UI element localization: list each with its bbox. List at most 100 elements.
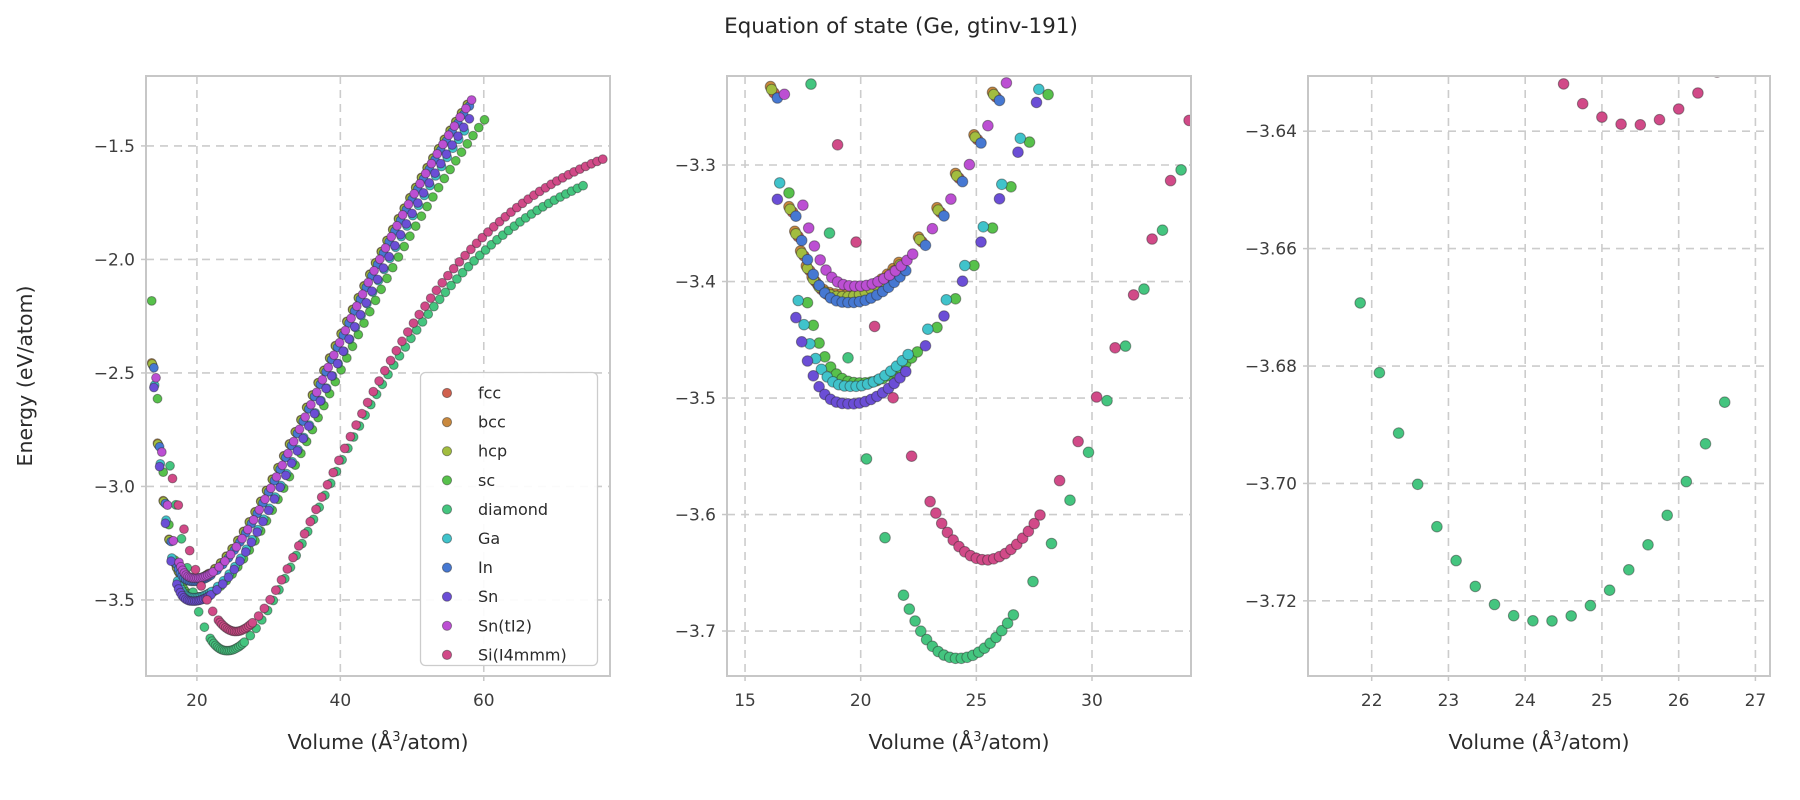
y-tick-label: −3.5 [94,591,135,611]
data-point [317,374,328,385]
data-point [795,336,808,348]
data-point [1661,509,1673,522]
data-point [900,365,912,378]
data-point [815,363,828,376]
series-diamond [805,78,1187,665]
data-point [1101,394,1113,407]
data-point [1623,564,1635,576]
data-point [390,240,400,251]
data-point [1007,43,1018,54]
data-point [254,504,265,515]
data-point [367,286,377,297]
data-point [773,177,786,189]
data-point [926,222,939,235]
data-point [361,297,372,308]
data-point [1050,45,1061,56]
legend-box [419,371,599,667]
data-point [922,323,934,336]
data-point [905,450,918,463]
legend-marker-Ga [441,533,453,544]
data-point [975,236,987,248]
data-point [346,313,357,324]
data-point [414,309,425,320]
data-point [258,516,268,527]
data-point [393,252,404,262]
data-point [1469,580,1482,593]
y-tick-label: −2.5 [94,364,135,384]
chart-title: Equation of state (Ge, gtinv-191) [724,14,1078,39]
series-Si(I4mmm) [167,154,608,637]
data-point [1731,41,1742,52]
data-point [1156,224,1169,236]
data-point [1053,474,1066,487]
scatter-points [1354,41,1742,627]
legend-label-fcc: fcc [478,384,501,403]
data-point [1030,96,1043,109]
data-point [1061,39,1072,50]
data-point [166,556,177,567]
data-point [433,182,444,193]
data-point [208,567,219,577]
data-point [275,482,286,493]
legend: fcc bcc hcp sc diamond Ga In Sn Sn(tI2) Si(I4mmm) [419,371,599,667]
data-point [397,210,408,220]
y-tick-label: −3.0 [94,477,135,497]
series-diamond [1354,297,1731,627]
data-point [340,325,351,336]
data-point [879,531,891,544]
data-point [956,275,969,288]
data-point [494,216,505,227]
data-point [479,114,490,125]
data-point [235,556,245,566]
legend-label-Si(I4mmm): Si(I4mmm) [478,645,567,664]
y-tick-label: −3.72 [1245,592,1297,612]
data-point [292,446,303,456]
data-point [260,494,270,505]
data-point [309,408,320,419]
data-point [214,562,225,572]
series-Sn(tI2) [151,95,477,584]
data-point [403,199,414,210]
data-point [996,178,1008,191]
data-point [311,504,321,515]
data-point [996,624,1008,637]
x-tick-label: 25 [966,691,988,711]
series-Si(I4mmm) [1557,41,1742,131]
data-point [440,287,451,298]
legend-marker-sc [441,475,453,486]
x-axis-label-text: Volume (Å [868,728,973,754]
data-point [422,201,433,212]
data-point [240,547,251,557]
plot-background [727,76,1191,676]
data-point [430,168,440,179]
data-point [1546,615,1558,627]
data-point [1431,520,1443,533]
data-point [162,500,173,511]
data-point [1082,446,1095,459]
legend-label-hcp: hcp [478,442,507,461]
data-point [184,545,195,556]
data-point [288,436,299,447]
data-point [428,192,438,202]
y-tick-label: −3.7 [675,622,716,642]
data-point [282,564,293,574]
data-point [372,274,383,285]
data-point [1699,438,1712,450]
legend-item-Si(I4mmm): Si(I4mmm) [441,645,567,664]
data-point [323,362,334,373]
data-point [270,585,281,596]
data-point [376,284,387,295]
data-point [897,589,910,602]
data-point [924,495,936,508]
y-tick-label: −3.68 [1245,357,1297,377]
data-point [778,88,791,101]
y-tick-label: −3.70 [1245,474,1297,494]
plot-background [1308,76,1770,676]
data-point [466,244,476,255]
data-point [940,294,953,306]
data-point [801,355,814,367]
data-point [1565,610,1577,622]
data-point [339,443,350,454]
data-point [1672,103,1685,115]
data-point [477,232,488,243]
